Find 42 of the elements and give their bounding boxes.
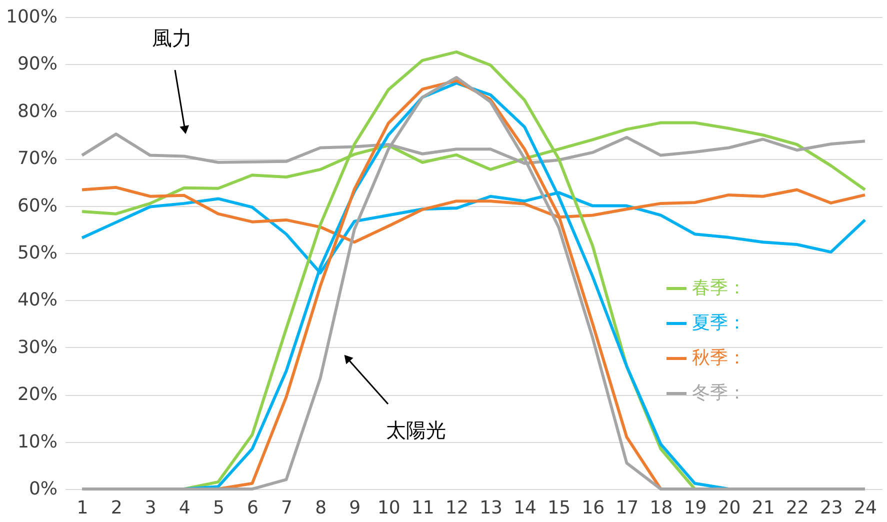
x-tick-label: 22 (786, 498, 809, 518)
y-tick-label: 10% (17, 431, 58, 452)
y-tick-label: 70% (17, 148, 58, 170)
x-tick-label: 4 (178, 498, 190, 518)
y-tick-label: 40% (17, 290, 58, 311)
y-tick-label: 100% (6, 6, 58, 28)
x-tick-label: 6 (247, 498, 258, 518)
legend-label: 春季： (692, 278, 746, 298)
x-tick-label: 1 (76, 498, 88, 518)
x-tick-label: 9 (349, 498, 361, 518)
y-tick-label: 50% (17, 242, 58, 264)
x-tick-label: 20 (718, 498, 741, 518)
x-tick-label: 15 (548, 498, 571, 518)
legend-label: 冬季： (692, 382, 746, 404)
y-tick-label: 0% (28, 478, 58, 500)
y-tick-label: 80% (17, 100, 58, 122)
y-tick-label: 60% (17, 195, 58, 216)
x-tick-label: 7 (281, 498, 292, 518)
x-tick-label: 3 (144, 498, 156, 518)
x-tick-label: 16 (582, 498, 605, 518)
y-tick-label: 20% (17, 384, 58, 406)
x-tick-label: 5 (212, 498, 224, 518)
y-tick-label: 90% (17, 54, 58, 75)
legend-label: 秋季： (692, 348, 746, 368)
annotation: 風力 (152, 26, 192, 50)
legend-label: 夏季： (692, 312, 746, 334)
x-tick-label: 8 (315, 498, 327, 518)
x-tick-label: 17 (616, 498, 639, 518)
x-tick-label: 23 (820, 498, 843, 518)
line-series (80, 76, 866, 490)
x-tick-label: 19 (684, 498, 707, 518)
x-tick-label: 2 (110, 498, 122, 518)
x-tick-label: 14 (514, 498, 537, 518)
x-tick-label: 11 (411, 498, 434, 518)
x-tick-label: 10 (377, 498, 400, 518)
y-tick-label: 30% (17, 336, 58, 358)
x-tick-label: 18 (650, 498, 673, 518)
x-tick-label: 13 (480, 498, 502, 518)
x-tick-label: 24 (854, 498, 877, 518)
annotation: 太陽光 (386, 418, 446, 442)
x-tick-label: 12 (446, 498, 468, 518)
x-tick-label: 21 (752, 498, 775, 518)
